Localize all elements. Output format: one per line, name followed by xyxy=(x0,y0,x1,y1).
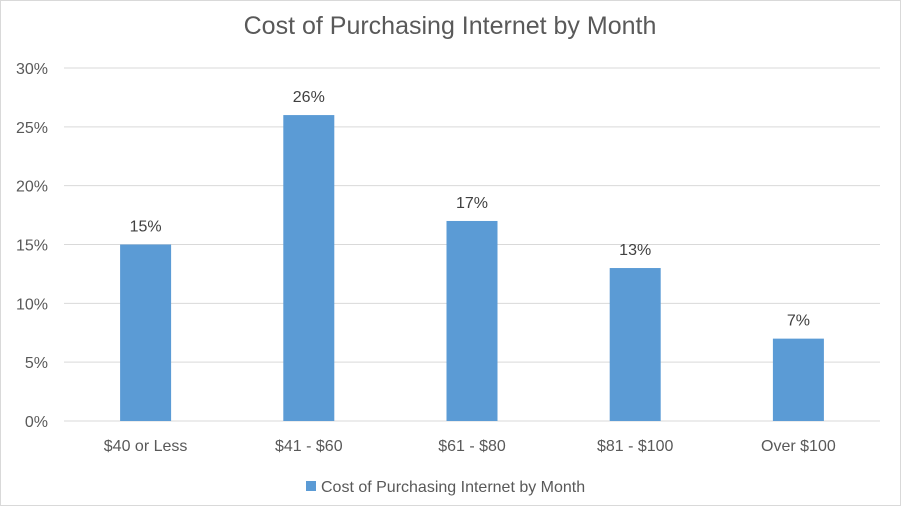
bars xyxy=(120,115,824,422)
x-category-label: $81 - $100 xyxy=(597,438,674,455)
data-label: 26% xyxy=(293,89,325,106)
data-label: 17% xyxy=(456,195,488,212)
y-tick-label: 15% xyxy=(16,238,48,255)
data-label: 15% xyxy=(130,219,162,236)
x-category-label: $61 - $80 xyxy=(438,438,506,455)
x-axis-categories: $40 or Less $41 - $60 $61 - $80 $81 - $100 O… xyxy=(104,438,836,455)
y-axis-ticks: 0% 5% 10% 15% 20% 25% 30% xyxy=(16,61,48,431)
y-tick-label: 25% xyxy=(16,120,48,137)
y-tick-label: 5% xyxy=(25,355,48,372)
y-tick-label: 0% xyxy=(25,414,48,431)
bar xyxy=(120,244,172,421)
legend-label: Cost of Purchasing Internet by Month xyxy=(321,479,585,496)
bar xyxy=(609,268,661,421)
legend: Cost of Purchasing Internet by Month xyxy=(306,479,585,496)
bar xyxy=(772,338,824,421)
chart-title: Cost of Purchasing Internet by Month xyxy=(244,12,657,40)
data-labels: 15% 26% 17% 13% 7% xyxy=(130,89,810,330)
data-label: 13% xyxy=(619,242,651,259)
bar xyxy=(446,220,498,421)
y-tick-label: 10% xyxy=(16,296,48,313)
y-tick-label: 30% xyxy=(16,61,48,78)
data-label: 7% xyxy=(787,313,810,330)
x-category-label: Over $100 xyxy=(761,438,836,455)
x-category-label: $41 - $60 xyxy=(275,438,343,455)
x-category-label: $40 or Less xyxy=(104,438,188,455)
y-tick-label: 20% xyxy=(16,179,48,196)
legend-swatch xyxy=(306,481,316,491)
bar xyxy=(283,115,335,422)
